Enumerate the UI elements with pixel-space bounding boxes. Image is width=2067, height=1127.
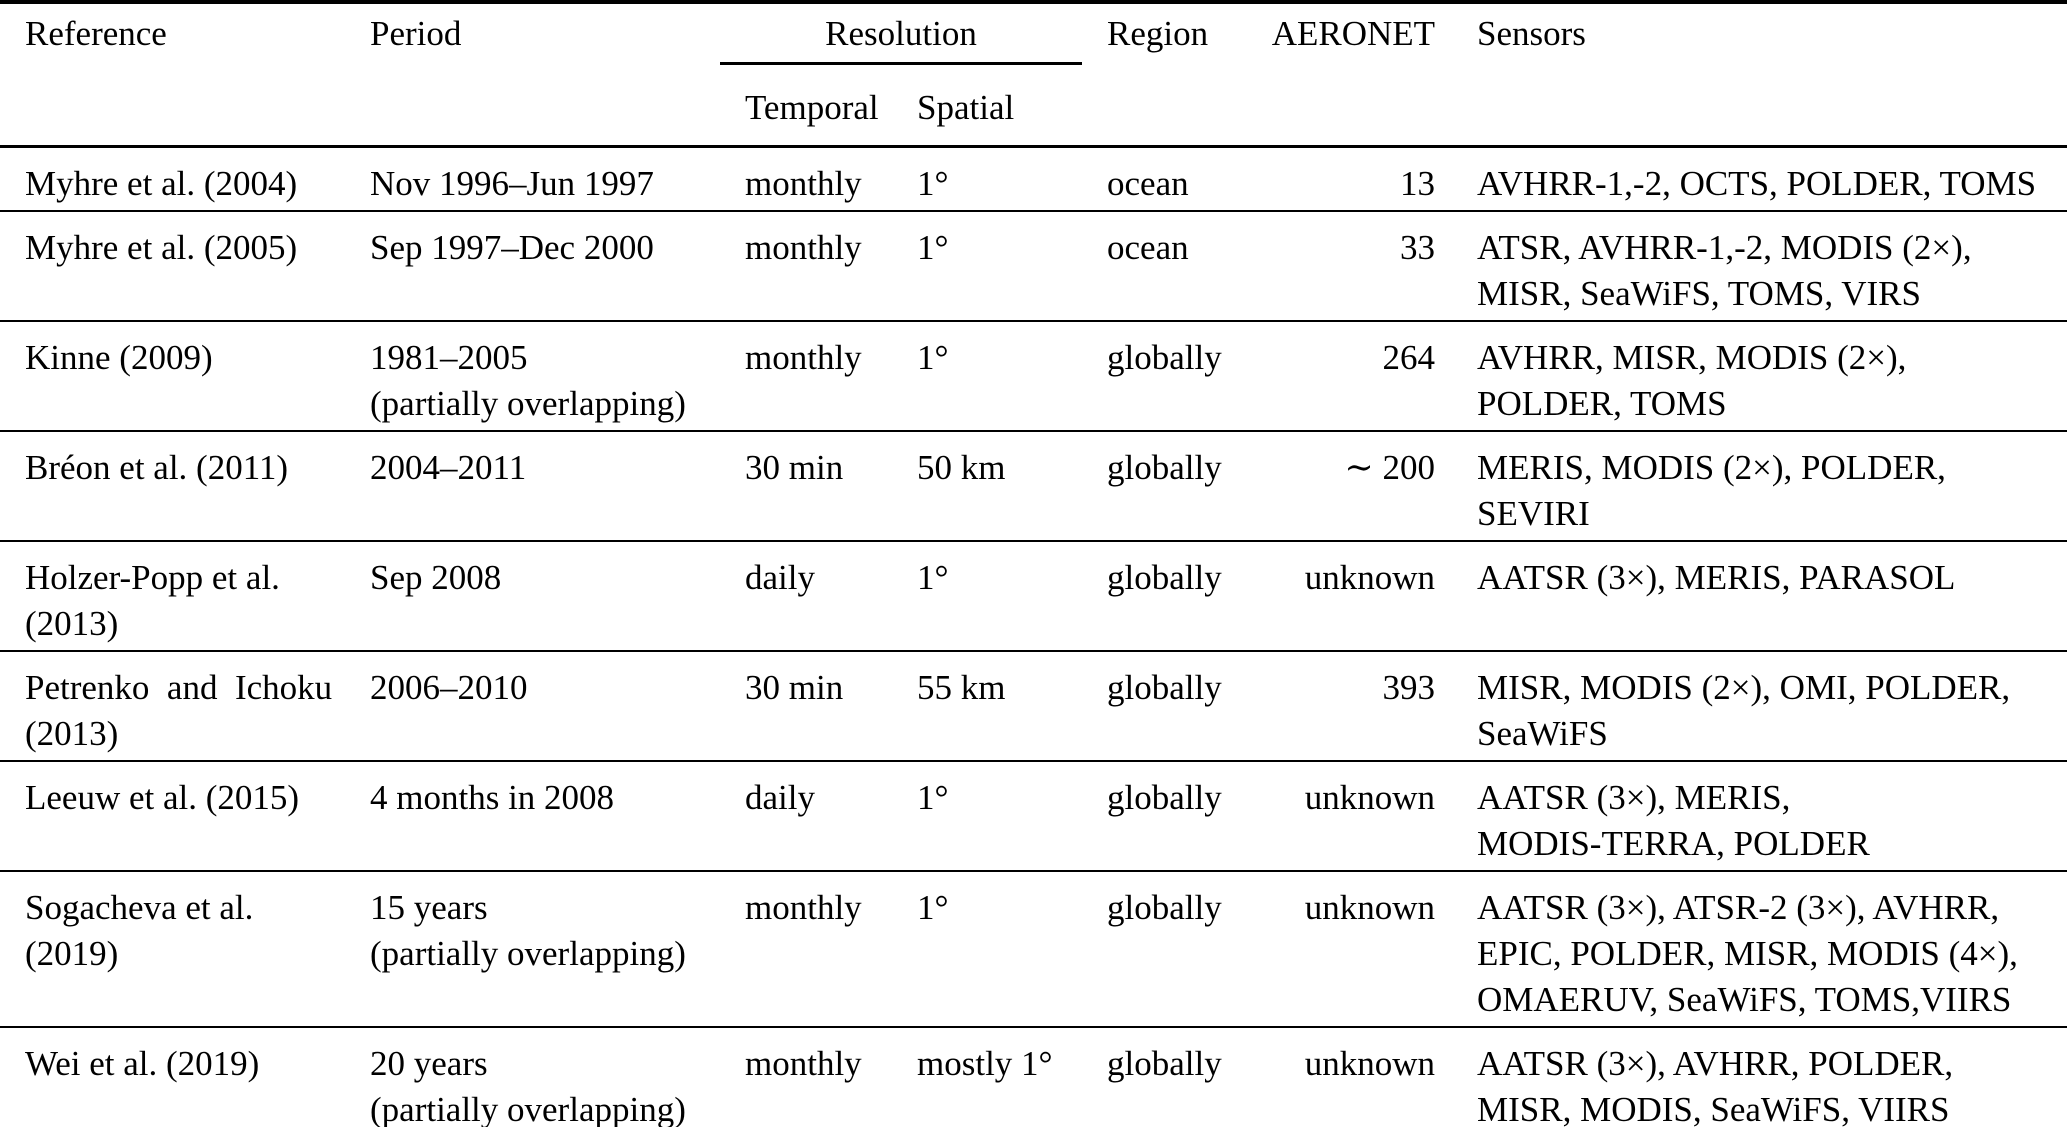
cell-region: ocean (1107, 164, 1189, 203)
table-row: Sogacheva et al. (2019) 15 years (partia… (0, 871, 2067, 1027)
cell-spatial: 1° (917, 558, 949, 597)
cell-reference: Myhre et al. (2004) (25, 164, 298, 203)
cell-spatial: 1° (917, 228, 949, 267)
cell-spatial: mostly 1° (917, 1044, 1053, 1083)
cell-reference: Myhre et al. (2005) (25, 228, 298, 267)
cell-region: globally (1107, 778, 1222, 817)
cell-temporal: monthly (745, 338, 862, 377)
cell-period: 2006–2010 (370, 668, 528, 707)
cell-reference: Leeuw et al. (2015) (25, 778, 300, 817)
header-row-sub: Temporal Spatial (0, 64, 2067, 147)
cell-region: globally (1107, 888, 1222, 927)
cell-reference: Holzer-Popp et al. (2013) (25, 558, 280, 643)
col-header-period: Period (370, 14, 462, 53)
table-row: Petrenko and Ichoku (2013) 2006–2010 30 … (0, 651, 2067, 761)
cell-temporal: daily (745, 778, 815, 817)
cell-region: globally (1107, 1044, 1222, 1083)
cell-temporal: 30 min (745, 448, 844, 487)
cell-spatial: 1° (917, 778, 949, 817)
cell-aeronet: 33 (1400, 228, 1435, 267)
col-header-resolution: Resolution (720, 2, 1082, 65)
cell-period: 2004–2011 (370, 448, 527, 487)
cell-aeronet: unknown (1304, 558, 1435, 597)
cell-sensors: AATSR (3×), MERIS, PARASOL (1477, 558, 1956, 597)
cell-sensors: AATSR (3×), AVHRR, POLDER, MISR, MODIS, … (1477, 1044, 1954, 1127)
col-header-sensors: Sensors (1477, 14, 1586, 53)
cell-temporal: monthly (745, 888, 862, 927)
cell-temporal: daily (745, 558, 815, 597)
col-header-spatial: Spatial (917, 88, 1015, 127)
table-row: Wei et al. (2019) 20 years (partially ov… (0, 1027, 2067, 1127)
cell-sensors: AVHRR-1,-2, OCTS, POLDER, TOMS (1477, 164, 2037, 203)
table-row: Kinne (2009) 1981–2005 (partially overla… (0, 321, 2067, 431)
cell-period: 15 years (partially overlapping) (370, 888, 686, 973)
cell-period: 1981–2005 (partially overlapping) (370, 338, 686, 423)
cell-reference: Sogacheva et al. (2019) (25, 888, 254, 973)
cell-aeronet: unknown (1304, 1044, 1435, 1083)
cell-reference: Bréon et al. (2011) (25, 448, 289, 487)
cell-aeronet: unknown (1304, 888, 1435, 927)
cell-region: globally (1107, 558, 1222, 597)
cell-region: ocean (1107, 228, 1189, 267)
cell-period: 4 months in 2008 (370, 778, 615, 817)
col-header-region: Region (1107, 14, 1209, 53)
cell-spatial: 50 km (917, 448, 1006, 487)
cell-period: Nov 1996–Jun 1997 (370, 164, 654, 203)
table-header: Reference Period Resolution Region AERON… (0, 2, 2067, 147)
cell-sensors: MERIS, MODIS (2×), POLDER, SEVIRI (1477, 448, 1946, 533)
cell-period: Sep 2008 (370, 558, 502, 597)
cell-spatial: 55 km (917, 668, 1006, 707)
table-row: Myhre et al. (2004) Nov 1996–Jun 1997 mo… (0, 146, 2067, 212)
cell-sensors: AATSR (3×), MERIS, MODIS-TERRA, POLDER (1477, 778, 1870, 863)
table-row: Leeuw et al. (2015) 4 months in 2008 dai… (0, 761, 2067, 871)
header-row-top: Reference Period Resolution Region AERON… (0, 2, 2067, 65)
cell-region: globally (1107, 668, 1222, 707)
col-header-reference: Reference (25, 14, 167, 53)
cell-aeronet: 13 (1400, 164, 1435, 203)
cell-region: globally (1107, 338, 1222, 377)
cell-reference: Petrenko and Ichoku (2013) (25, 668, 333, 753)
cell-aeronet: ∼ 200 (1344, 448, 1435, 487)
cell-reference: Kinne (2009) (25, 338, 213, 377)
table-row: Holzer-Popp et al. (2013) Sep 2008 daily… (0, 541, 2067, 651)
cell-region: globally (1107, 448, 1222, 487)
col-header-temporal: Temporal (745, 88, 879, 127)
cell-spatial: 1° (917, 888, 949, 927)
table-row: Bréon et al. (2011) 2004–2011 30 min 50 … (0, 431, 2067, 541)
cell-spatial: 1° (917, 164, 949, 203)
cell-temporal: monthly (745, 164, 862, 203)
cell-reference: Wei et al. (2019) (25, 1044, 260, 1083)
cell-temporal: 30 min (745, 668, 844, 707)
table-body: Myhre et al. (2004) Nov 1996–Jun 1997 mo… (0, 146, 2067, 1127)
cell-spatial: 1° (917, 338, 949, 377)
cell-temporal: monthly (745, 1044, 862, 1083)
cell-sensors: MISR, MODIS (2×), OMI, POLDER, SeaWiFS (1477, 668, 2011, 753)
cell-aeronet: 393 (1382, 668, 1436, 707)
col-header-aeronet: AERONET (1271, 14, 1435, 53)
table-row: Myhre et al. (2005) Sep 1997–Dec 2000 mo… (0, 211, 2067, 321)
cell-sensors: AVHRR, MISR, MODIS (2×), POLDER, TOMS (1477, 338, 1907, 423)
cell-period: Sep 1997–Dec 2000 (370, 228, 654, 267)
cell-sensors: ATSR, AVHRR-1,-2, MODIS (2×), MISR, SeaW… (1477, 228, 1972, 313)
cell-temporal: monthly (745, 228, 862, 267)
cell-aeronet: unknown (1304, 778, 1435, 817)
cell-sensors: AATSR (3×), ATSR-2 (3×), AVHRR, EPIC, PO… (1477, 888, 2018, 1019)
cell-aeronet: 264 (1382, 338, 1436, 377)
cell-period: 20 years (partially overlapping) (370, 1044, 686, 1127)
